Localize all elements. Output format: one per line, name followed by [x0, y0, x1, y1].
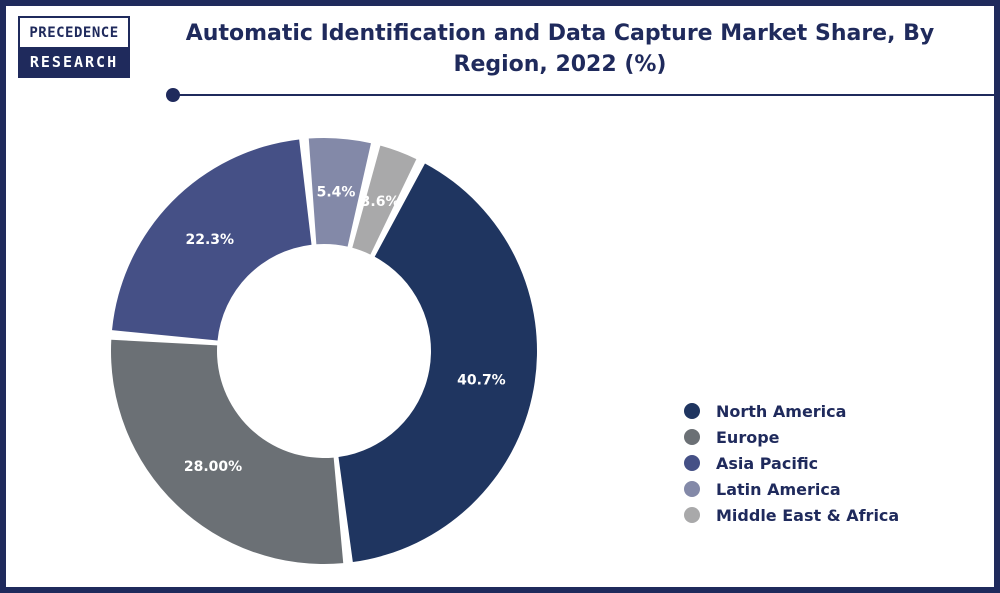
legend-swatch [684, 429, 700, 445]
legend-swatch [684, 507, 700, 523]
legend-item-europe: Europe [684, 424, 899, 450]
chart-title: Automatic Identification and Data Captur… [185, 21, 935, 77]
legend-label: North America [716, 401, 847, 421]
data-label-latin-america: 5.4% [317, 184, 356, 200]
slice-middle-east-africa [352, 145, 417, 255]
logo-top-text: PRECEDENCE [29, 24, 119, 41]
legend-swatch [684, 403, 700, 419]
data-label-middle-east-africa: 3.6% [361, 194, 400, 210]
chart-legend: North America Europe Asia Pacific Latin Ame… [684, 398, 899, 528]
logo-bottom-text: RESEARCH [20, 47, 128, 76]
legend-label: Asia Pacific [716, 453, 819, 473]
legend-label: Latin America [716, 479, 841, 499]
slice-asia-pacific [112, 139, 312, 341]
legend-swatch [684, 455, 700, 471]
slice-north-america [338, 163, 537, 563]
data-label-europe: 28.00% [184, 459, 242, 475]
legend-label: Europe [716, 427, 780, 447]
legend-item-asia-pacific: Asia Pacific [684, 450, 899, 476]
brand-logo: PRECEDENCE RESEARCH [18, 16, 130, 78]
title-rule-dot [166, 88, 180, 102]
slice-latin-america [308, 138, 371, 247]
legend-item-latin-america: Latin America [684, 476, 899, 502]
legend-item-middle-east-africa: Middle East & Africa [684, 502, 899, 528]
slice-europe [110, 339, 344, 564]
legend-item-north-america: North America [684, 398, 899, 424]
title-rule-line [176, 94, 994, 96]
legend-swatch [684, 481, 700, 497]
legend-label: Middle East & Africa [716, 505, 900, 525]
data-label-north-america: 40.7% [457, 372, 506, 388]
donut-slices [110, 138, 537, 564]
donut-labels: 40.7% 28.00% 22.3% 5.4% 3.6% [184, 184, 506, 475]
data-label-asia-pacific: 22.3% [186, 232, 235, 248]
